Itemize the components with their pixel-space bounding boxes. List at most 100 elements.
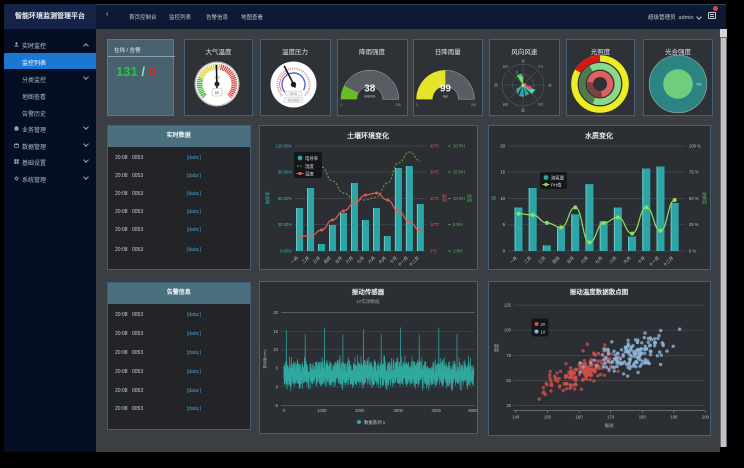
- svg-text:10℃: 10℃: [430, 222, 440, 227]
- svg-text:九月: 九月: [622, 254, 633, 265]
- svg-text:十二月: 十二月: [661, 254, 675, 268]
- svg-text:190: 190: [670, 415, 678, 420]
- svg-text:三月: 三月: [312, 255, 322, 265]
- svg-text:60: 60: [215, 90, 220, 95]
- svg-text:20℃: 20℃: [430, 196, 440, 201]
- svg-text:0: 0: [283, 408, 286, 413]
- svg-text:20: 20: [273, 310, 278, 315]
- svg-text:10 RH: 10 RH: [453, 196, 465, 201]
- svg-text:4000: 4000: [432, 408, 442, 413]
- svg-text:150: 150: [544, 415, 552, 420]
- svg-text:0 %: 0 %: [689, 249, 696, 254]
- svg-text:0W: 0W: [696, 83, 702, 87]
- svg-text:1 RH: 1 RH: [453, 249, 463, 254]
- svg-text:1#实测数据: 1#实测数据: [356, 298, 380, 305]
- svg-text:5: 5: [503, 222, 506, 227]
- svg-text:1000: 1000: [317, 408, 327, 413]
- svg-text:四月: 四月: [551, 255, 561, 265]
- svg-text:10: 10: [500, 196, 505, 201]
- svg-text:十二月: 十二月: [407, 254, 421, 268]
- svg-text:60.00%: 60.00%: [278, 196, 292, 201]
- svg-text:一月: 一月: [509, 255, 519, 265]
- svg-text:200: 200: [470, 103, 476, 107]
- svg-text:30.00%: 30.00%: [278, 222, 292, 227]
- svg-text:3000: 3000: [394, 408, 404, 413]
- svg-text:振动温度数据散点图: 振动温度数据散点图: [570, 287, 629, 296]
- svg-text:20: 20: [500, 144, 505, 149]
- svg-text:120.00%: 120.00%: [275, 144, 292, 149]
- svg-text:东北: 东北: [538, 65, 544, 69]
- svg-text:38: 38: [364, 84, 376, 95]
- svg-text:20 RH: 20 RH: [453, 144, 465, 149]
- svg-text:25 %: 25 %: [689, 222, 699, 227]
- svg-text:75: 75: [506, 353, 511, 358]
- svg-text:三月: 三月: [537, 255, 547, 265]
- svg-text:1#: 1#: [541, 330, 546, 335]
- svg-text:东: 东: [548, 82, 552, 87]
- svg-text:PH值: PH值: [551, 182, 562, 189]
- svg-text:四月: 四月: [323, 255, 333, 265]
- svg-text:溶解度: 溶解度: [701, 192, 708, 205]
- svg-text:温度: 温度: [305, 171, 314, 178]
- svg-text:00 X: 00 X: [290, 92, 297, 96]
- svg-text:八月: 八月: [367, 255, 377, 265]
- svg-text:0.00%: 0.00%: [280, 249, 292, 254]
- svg-text:湿度: 湿度: [305, 163, 314, 170]
- svg-text:250: 250: [395, 103, 401, 107]
- svg-text:15 RH: 15 RH: [453, 170, 465, 175]
- svg-text:-5: -5: [274, 403, 278, 408]
- svg-text:湿度: 湿度: [466, 194, 473, 203]
- svg-text:五月: 五月: [566, 255, 576, 265]
- svg-text:0: 0: [416, 103, 418, 107]
- svg-text:七月: 七月: [593, 254, 604, 265]
- svg-text:50: 50: [506, 378, 511, 383]
- svg-text:0: 0: [340, 103, 342, 107]
- svg-text:振动: 振动: [605, 422, 614, 429]
- svg-text:99: 99: [439, 84, 451, 95]
- svg-text:5 RH: 5 RH: [453, 222, 463, 227]
- svg-text:25: 25: [506, 403, 511, 408]
- svg-text:溶氧量: 溶氧量: [551, 175, 565, 182]
- svg-text:电导率: 电导率: [305, 155, 319, 162]
- svg-text:100 %: 100 %: [689, 144, 701, 149]
- svg-text:七月: 七月: [355, 254, 366, 265]
- svg-text:北: 北: [521, 58, 525, 63]
- svg-text:南: 南: [521, 108, 525, 113]
- svg-text:振动传感器: 振动传感器: [352, 287, 385, 296]
- svg-text:0℃: 0℃: [430, 249, 437, 254]
- svg-text:75 %: 75 %: [689, 170, 699, 175]
- svg-text:40℃: 40℃: [430, 144, 440, 149]
- svg-text:东南: 东南: [538, 103, 544, 107]
- svg-text:六月: 六月: [344, 254, 355, 265]
- svg-text:十月: 十月: [388, 254, 399, 265]
- svg-text:2000: 2000: [355, 408, 365, 413]
- svg-text:西南: 西南: [503, 103, 509, 107]
- svg-text:125: 125: [504, 303, 512, 308]
- svg-text:十一月: 十一月: [647, 254, 661, 268]
- svg-text:15: 15: [273, 329, 278, 334]
- svg-text:50 %: 50 %: [689, 196, 699, 201]
- svg-text:100: 100: [504, 328, 512, 333]
- svg-text:西: 西: [494, 83, 498, 87]
- svg-text:10: 10: [273, 347, 278, 352]
- svg-text:170: 170: [607, 415, 615, 420]
- svg-text:2#: 2#: [541, 322, 546, 327]
- svg-text:mm/min: mm/min: [364, 95, 376, 99]
- svg-text:0: 0: [276, 384, 279, 389]
- svg-text:15: 15: [500, 170, 505, 175]
- svg-text:五月: 五月: [334, 255, 344, 265]
- svg-text:九月: 九月: [377, 254, 388, 265]
- svg-text:八月: 八月: [608, 255, 618, 265]
- svg-text:西北: 西北: [503, 65, 509, 69]
- svg-text:00 XXX: 00 XXX: [288, 99, 300, 103]
- svg-text:5: 5: [276, 365, 279, 370]
- svg-text:十月: 十月: [636, 254, 647, 265]
- svg-text:水质变化: 水质变化: [585, 131, 613, 140]
- svg-text:160: 160: [576, 415, 584, 420]
- svg-text:温度: 温度: [493, 343, 500, 352]
- svg-text:值: 值: [490, 196, 497, 200]
- svg-text:0: 0: [503, 249, 506, 254]
- svg-text:电导率: 电导率: [264, 192, 271, 205]
- svg-text:一月: 一月: [290, 255, 300, 265]
- svg-text:二月: 二月: [523, 255, 533, 265]
